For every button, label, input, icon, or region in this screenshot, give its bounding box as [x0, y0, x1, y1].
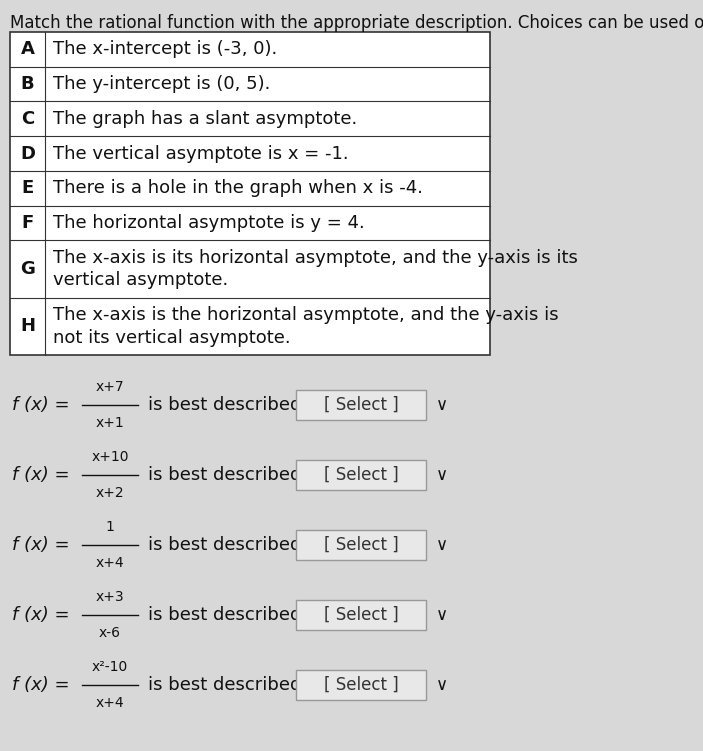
Text: G: G [20, 260, 35, 278]
Text: is best described by: is best described by [148, 676, 329, 694]
Text: A: A [20, 41, 34, 59]
Text: There is a hole in the graph when x is -4.: There is a hole in the graph when x is -… [53, 179, 423, 198]
Text: The y-intercept is (0, 5).: The y-intercept is (0, 5). [53, 75, 271, 93]
Text: H: H [20, 318, 35, 336]
Text: The horizontal asymptote is y = 4.: The horizontal asymptote is y = 4. [53, 214, 365, 232]
Text: ∨: ∨ [436, 676, 448, 694]
Text: x+3: x+3 [96, 590, 124, 604]
Bar [296, 530, 426, 560]
Text: ∨: ∨ [436, 606, 448, 624]
Text: ∨: ∨ [436, 466, 448, 484]
Text: [ Select ]: [ Select ] [323, 396, 399, 414]
Text: x+4: x+4 [96, 696, 124, 710]
Text: x-6: x-6 [99, 626, 121, 640]
Text: F: F [21, 214, 34, 232]
Bar [296, 460, 426, 490]
Text: The x-axis is its horizontal asymptote, and the y-axis is its
vertical asymptote: The x-axis is its horizontal asymptote, … [53, 249, 578, 289]
Bar [10, 32, 490, 355]
Text: is best described by: is best described by [148, 466, 329, 484]
Text: The x-intercept is (-3, 0).: The x-intercept is (-3, 0). [53, 41, 277, 59]
Text: The vertical asymptote is x = -1.: The vertical asymptote is x = -1. [53, 144, 349, 162]
Text: Match the rational function with the appropriate description. Choices can be use: Match the rational function with the app… [10, 14, 703, 32]
Text: x+4: x+4 [96, 556, 124, 570]
Text: f (x) =: f (x) = [12, 536, 75, 554]
Text: [ Select ]: [ Select ] [323, 466, 399, 484]
Bar [296, 600, 426, 630]
Text: is best described by: is best described by [148, 606, 329, 624]
Text: f (x) =: f (x) = [12, 606, 75, 624]
Bar [296, 390, 426, 420]
Text: B: B [20, 75, 34, 93]
Text: f (x) =: f (x) = [12, 466, 75, 484]
Text: is best described by: is best described by [148, 536, 329, 554]
Text: ∨: ∨ [436, 396, 448, 414]
Text: 1: 1 [105, 520, 115, 534]
Text: C: C [21, 110, 34, 128]
Text: x+1: x+1 [96, 416, 124, 430]
Text: D: D [20, 144, 35, 162]
Text: [ Select ]: [ Select ] [323, 676, 399, 694]
Text: The x-axis is the horizontal asymptote, and the y-axis is
not its vertical asymp: The x-axis is the horizontal asymptote, … [53, 306, 559, 347]
Text: [ Select ]: [ Select ] [323, 606, 399, 624]
Text: x+10: x+10 [91, 450, 129, 464]
Text: f (x) =: f (x) = [12, 396, 75, 414]
Text: f (x) =: f (x) = [12, 676, 75, 694]
Text: is best described by: is best described by [148, 396, 329, 414]
Text: E: E [21, 179, 34, 198]
Bar [296, 670, 426, 700]
Text: x+2: x+2 [96, 486, 124, 500]
Text: x²-10: x²-10 [92, 660, 128, 674]
Text: x+7: x+7 [96, 380, 124, 394]
Text: ∨: ∨ [436, 536, 448, 554]
Text: The graph has a slant asymptote.: The graph has a slant asymptote. [53, 110, 357, 128]
Text: [ Select ]: [ Select ] [323, 536, 399, 554]
